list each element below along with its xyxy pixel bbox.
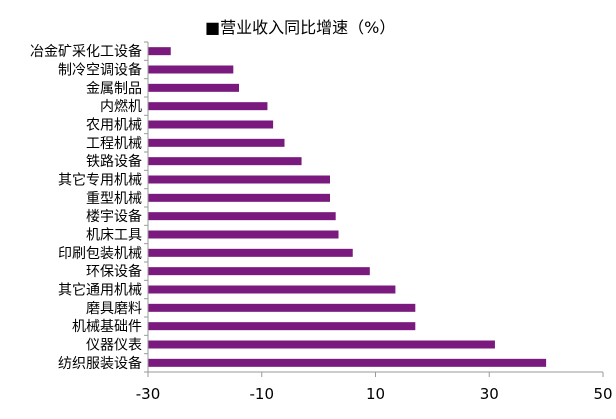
bar-17	[148, 358, 547, 367]
x-tick-label-3: 30	[480, 385, 499, 403]
axes	[144, 41, 604, 377]
bar-6	[148, 157, 302, 166]
category-label-12: 环保设备	[86, 263, 142, 280]
bar-14	[148, 303, 416, 312]
bar-8	[148, 193, 330, 202]
bars	[148, 47, 547, 367]
legend: ■营业收入同比增速（%）	[205, 18, 395, 37]
bar-16	[148, 340, 495, 349]
bar-12	[148, 267, 370, 276]
x-tick-labels: -30 -10 10 30 50	[136, 385, 613, 403]
legend-label: ■营业收入同比增速（%）	[205, 18, 395, 37]
bar-4	[148, 120, 274, 129]
bar-3	[148, 102, 268, 111]
category-label-11: 印刷包装机械	[58, 246, 142, 262]
bar-10	[148, 230, 339, 239]
category-label-0: 冶金矿采化工设备	[30, 43, 142, 60]
x-tick-label-4: 50	[593, 385, 612, 403]
x-tick-label-2: 10	[366, 385, 385, 403]
bar-2	[148, 83, 239, 92]
bar-0	[148, 47, 171, 56]
category-label-7: 其它专用机械	[58, 172, 142, 189]
bar-7	[148, 175, 330, 184]
category-label-6: 铁路设备	[86, 153, 142, 170]
category-label-8: 重型机械	[86, 191, 142, 207]
category-label-16: 仪器仪表	[86, 338, 142, 354]
category-label-4: 农用机械	[86, 118, 142, 134]
bar-9	[148, 212, 336, 221]
x-tick-label-0: -30	[136, 385, 161, 403]
bar-11	[148, 248, 353, 257]
category-label-14: 磨具磨料	[86, 301, 142, 317]
category-label-13: 其它通用机械	[58, 282, 142, 299]
bar-5	[148, 138, 285, 147]
bar-1	[148, 65, 234, 74]
bar-13	[148, 285, 396, 294]
bar-15	[148, 322, 416, 331]
category-label-5: 工程机械	[86, 136, 142, 152]
x-tick-label-1: -10	[250, 385, 275, 403]
category-labels: 冶金矿采化工设备制冷空调设备金属制品内燃机农用机械工程机械铁路设备其它专用机械重…	[30, 43, 142, 372]
category-label-17: 纺织服装设备	[58, 355, 142, 372]
category-label-2: 金属制品	[86, 81, 142, 97]
category-label-9: 楼宇设备	[86, 208, 142, 225]
category-label-15: 机械基础件	[72, 318, 142, 335]
category-label-1: 制冷空调设备	[58, 62, 142, 79]
category-label-3: 内燃机	[100, 98, 142, 115]
category-label-10: 机床工具	[86, 228, 142, 244]
